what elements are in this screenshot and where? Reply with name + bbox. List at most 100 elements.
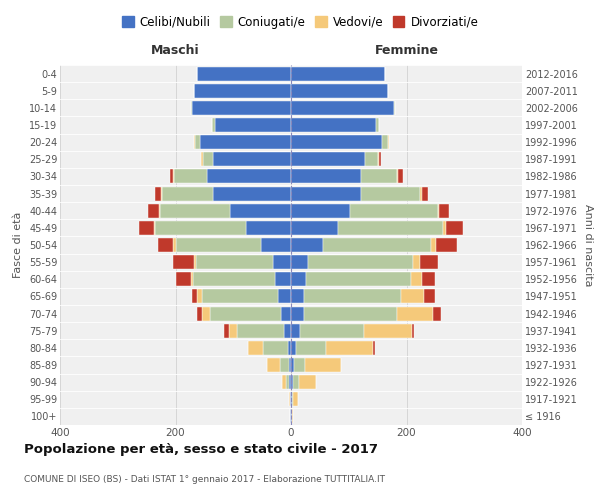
Bar: [291, 101, 394, 115]
Bar: [213, 152, 291, 166]
Bar: [291, 221, 338, 235]
Text: Maschi: Maschi: [151, 44, 200, 58]
Bar: [304, 306, 397, 320]
Bar: [377, 152, 379, 166]
Bar: [411, 272, 422, 286]
Bar: [194, 255, 196, 269]
Bar: [436, 238, 457, 252]
Bar: [291, 358, 294, 372]
Bar: [194, 135, 195, 149]
Bar: [287, 341, 291, 355]
Bar: [326, 341, 373, 355]
Bar: [397, 170, 398, 183]
Bar: [291, 84, 388, 98]
Bar: [281, 306, 291, 320]
Bar: [212, 118, 215, 132]
Bar: [291, 290, 304, 304]
Bar: [397, 306, 433, 320]
Y-axis label: Anni di nascita: Anni di nascita: [583, 204, 593, 286]
Bar: [290, 410, 291, 424]
Bar: [197, 306, 202, 320]
Bar: [176, 272, 191, 286]
Bar: [174, 170, 207, 183]
Bar: [278, 290, 291, 304]
Bar: [398, 170, 403, 183]
Bar: [197, 66, 291, 80]
Bar: [215, 118, 291, 132]
Bar: [350, 204, 437, 218]
Bar: [173, 255, 194, 269]
Bar: [202, 290, 278, 304]
Bar: [291, 66, 385, 80]
Bar: [308, 255, 413, 269]
Bar: [291, 392, 292, 406]
Bar: [305, 358, 341, 372]
Bar: [289, 358, 291, 372]
Bar: [291, 186, 361, 200]
Bar: [291, 118, 376, 132]
Bar: [200, 135, 291, 149]
Y-axis label: Fasce di età: Fasce di età: [13, 212, 23, 278]
Bar: [388, 135, 389, 149]
Bar: [272, 255, 291, 269]
Bar: [443, 221, 446, 235]
Bar: [296, 341, 326, 355]
Bar: [439, 204, 449, 218]
Bar: [323, 238, 431, 252]
Bar: [248, 341, 263, 355]
Bar: [291, 375, 293, 389]
Bar: [155, 221, 246, 235]
Bar: [299, 375, 316, 389]
Bar: [246, 221, 291, 235]
Text: Popolazione per età, sesso e stato civile - 2017: Popolazione per età, sesso e stato civil…: [24, 442, 378, 456]
Bar: [291, 341, 296, 355]
Bar: [224, 324, 229, 338]
Bar: [148, 204, 159, 218]
Bar: [162, 186, 213, 200]
Bar: [284, 324, 291, 338]
Bar: [291, 306, 304, 320]
Bar: [361, 170, 397, 183]
Bar: [159, 204, 160, 218]
Bar: [421, 255, 437, 269]
Bar: [293, 375, 299, 389]
Bar: [292, 392, 293, 406]
Bar: [202, 306, 210, 320]
Bar: [154, 221, 155, 235]
Bar: [413, 255, 421, 269]
Bar: [155, 186, 161, 200]
Bar: [291, 272, 306, 286]
Bar: [293, 392, 298, 406]
Text: Femmine: Femmine: [374, 44, 439, 58]
Bar: [275, 272, 291, 286]
Bar: [280, 358, 289, 372]
Bar: [286, 375, 289, 389]
Text: COMUNE DI ISEO (BS) - Dati ISTAT 1° gennaio 2017 - Elaborazione TUTTITALIA.IT: COMUNE DI ISEO (BS) - Dati ISTAT 1° genn…: [24, 476, 385, 484]
Bar: [263, 341, 287, 355]
Bar: [193, 272, 275, 286]
Bar: [229, 324, 237, 338]
Bar: [197, 290, 202, 304]
Legend: Celibi/Nubili, Coniugati/e, Vedovi/e, Divorziati/e: Celibi/Nubili, Coniugati/e, Vedovi/e, Di…: [117, 11, 483, 34]
Bar: [304, 290, 401, 304]
Bar: [422, 272, 436, 286]
Bar: [161, 186, 162, 200]
Bar: [394, 101, 395, 115]
Bar: [291, 324, 299, 338]
Bar: [291, 152, 365, 166]
Bar: [203, 152, 213, 166]
Bar: [382, 135, 388, 149]
Bar: [291, 204, 350, 218]
Bar: [306, 272, 411, 286]
Bar: [437, 204, 439, 218]
Bar: [160, 204, 230, 218]
Bar: [373, 341, 376, 355]
Bar: [173, 170, 174, 183]
Bar: [421, 186, 422, 200]
Bar: [237, 324, 284, 338]
Bar: [268, 358, 280, 372]
Bar: [365, 152, 377, 166]
Bar: [173, 238, 176, 252]
Bar: [431, 238, 436, 252]
Bar: [170, 170, 173, 183]
